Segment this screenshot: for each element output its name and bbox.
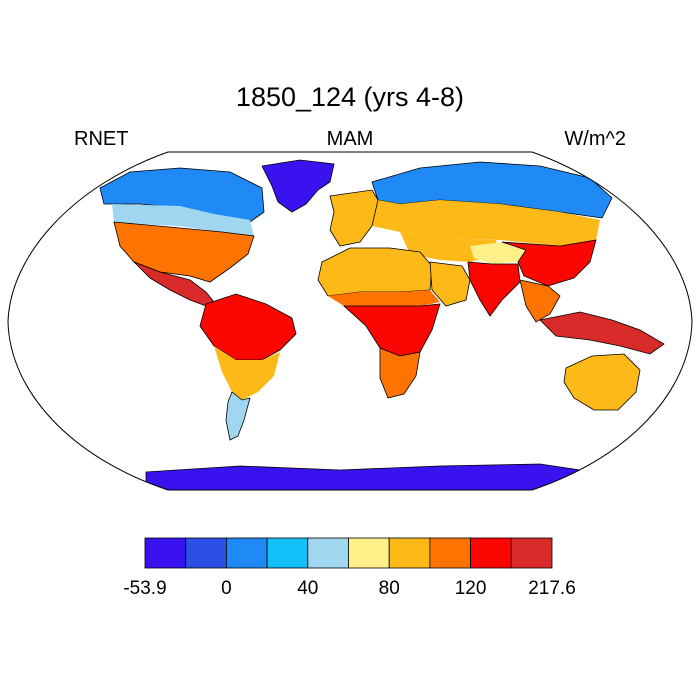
colorbar-box — [470, 537, 512, 569]
region-india — [467, 261, 521, 317]
colorbar-tick-label: 0 — [221, 578, 232, 599]
region-southern-africa — [379, 347, 421, 399]
colorbar-box — [225, 537, 268, 569]
region-sahel — [328, 290, 440, 306]
colorbar-box — [144, 537, 187, 569]
region-patagonia — [225, 391, 251, 441]
region-northern-eurasia — [372, 200, 600, 246]
colorbar-tick-label: 217.6 — [528, 578, 576, 599]
map-boundary — [7, 151, 693, 491]
colorbar-tick-label: 120 — [455, 578, 487, 599]
colorbar-tick-label: 80 — [379, 578, 400, 599]
region-arctic-north-america — [99, 167, 265, 223]
region-arabia — [429, 261, 471, 307]
region-canada — [112, 204, 254, 236]
variable-label: RNET — [74, 128, 129, 150]
region-southern-south-america — [214, 346, 280, 400]
figure-title: 1850_124 (yrs 4-8) — [235, 82, 465, 112]
region-china — [501, 239, 597, 287]
season-label: MAM — [326, 128, 374, 150]
colorbar-box — [266, 537, 309, 569]
colorbar-box — [429, 537, 471, 569]
colorbar-box — [388, 537, 431, 569]
region-central-africa — [342, 303, 441, 357]
region-amazon — [199, 293, 297, 361]
colorbar-tick-label: 40 — [297, 578, 318, 599]
colorbar-box — [510, 537, 553, 569]
colorbar-box — [307, 537, 349, 569]
region-southeast-asia — [519, 279, 561, 323]
region-greenland — [261, 159, 335, 213]
region-europe — [329, 189, 379, 247]
colorbar-tick-label: -53.9 — [123, 578, 166, 599]
colorbar-box — [348, 537, 390, 569]
region-australia — [563, 353, 641, 411]
units-label: W/m^2 — [564, 128, 626, 150]
colorbar-box — [185, 537, 227, 569]
region-antarctica — [145, 463, 582, 490]
region-tibet — [470, 242, 526, 264]
region-maritime-continent — [539, 311, 665, 355]
